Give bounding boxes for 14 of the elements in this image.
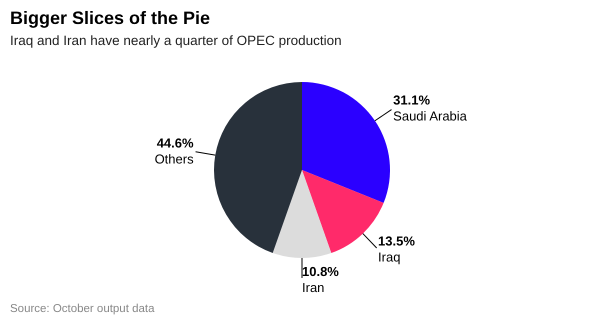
pie-slice (272, 170, 332, 258)
source-note: Source: October output data (10, 303, 154, 315)
data-label: 44.6% (156, 135, 194, 150)
data-label: 31.1% (393, 92, 430, 108)
pie-slice (214, 82, 302, 253)
slice-label: Iran (302, 280, 324, 295)
chart-subtitle: Iraq and Iran have nearly a quarter of OPEC production (10, 33, 342, 48)
slice-label: Saudi Arabia (393, 108, 468, 124)
data-label: 13.5% (378, 233, 416, 248)
pie-slice (302, 82, 390, 203)
slice-label: Others (154, 151, 194, 166)
slice-label: Iraq (378, 249, 400, 264)
chart-title: Bigger Slices of the Pie (10, 8, 210, 29)
data-label: 10.8% (302, 264, 340, 279)
